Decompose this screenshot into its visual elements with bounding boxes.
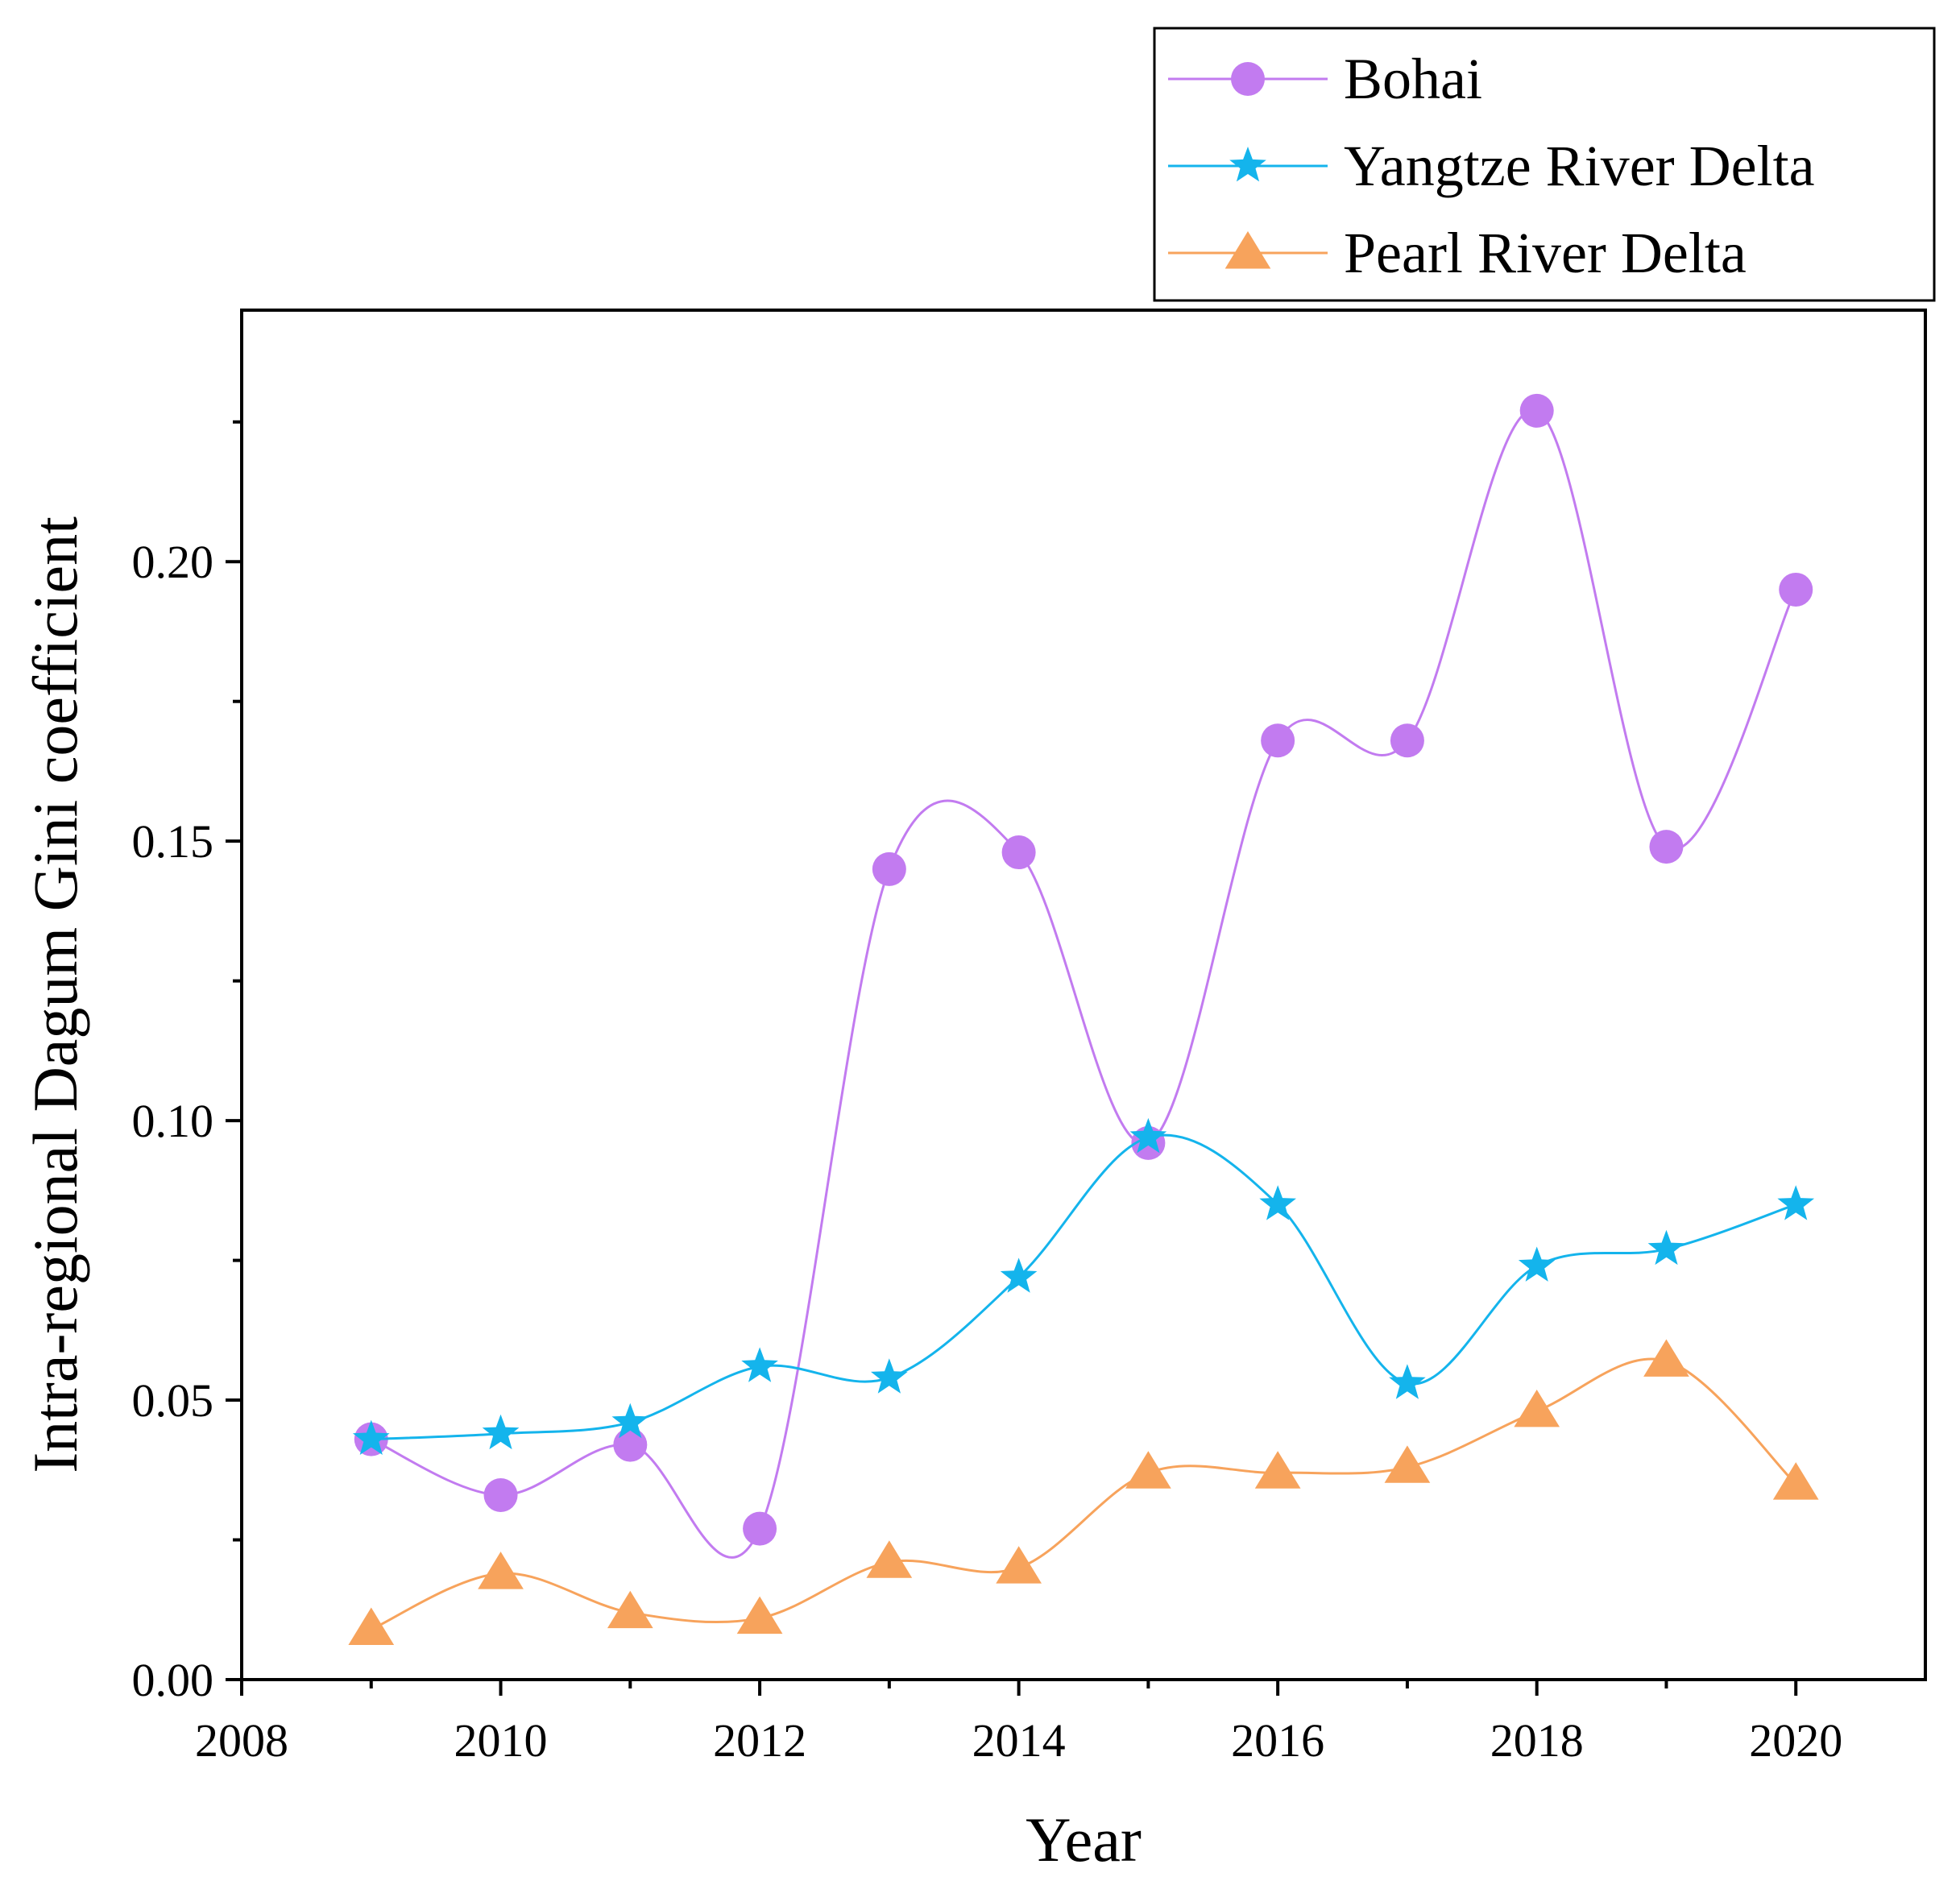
series-yangtze-river-delta [352,1117,1815,1455]
data-point-yangtze-river-delta [871,1358,908,1394]
legend-marker [1224,231,1271,269]
series-line-pearl-river-delta [371,1357,1797,1630]
data-point-yangtze-river-delta [1259,1185,1296,1220]
data-point-pearl-river-delta [607,1590,653,1629]
y-tick-label: 0.05 [132,1374,214,1427]
data-point-pearl-river-delta [1384,1445,1431,1483]
data-point-bohai [613,1427,648,1462]
data-point-bohai [1779,572,1813,607]
data-point-yangtze-river-delta [482,1414,520,1450]
data-point-bohai [1261,723,1295,758]
y-tick-label: 0.00 [132,1654,214,1706]
series-bohai [354,393,1813,1559]
data-point-bohai [1519,393,1554,428]
series-line-yangtze-river-delta [371,1133,1796,1441]
series-pearl-river-delta [348,1339,1819,1645]
x-tick-label: 2010 [454,1714,548,1767]
ticks-layer: 2008 2010 2012 2014 2016 2018 2020 0.00 0.05 0.10… [132,420,1842,1767]
data-point-yangtze-river-delta [611,1402,649,1439]
y-tick-label: 0.15 [132,815,214,868]
x-axis-title: Year [1026,1804,1142,1875]
legend-item-yangtze-river-delta: Yangtze River Delta [1168,134,1815,198]
y-tick-label: 0.10 [132,1095,214,1147]
data-point-yangtze-river-delta [1389,1364,1426,1399]
data-point-pearl-river-delta [1643,1339,1689,1377]
data-point-pearl-river-delta [348,1607,395,1645]
data-point-yangtze-river-delta [1000,1257,1038,1293]
legend-label: Yangtze River Delta [1344,134,1815,198]
data-point-bohai [483,1478,518,1513]
legend-marker [1229,147,1266,182]
data-point-yangtze-river-delta [1777,1185,1815,1220]
x-tick-label: 2020 [1749,1714,1842,1767]
x-tick-label: 2014 [972,1714,1066,1767]
data-point-pearl-river-delta [1514,1389,1560,1427]
data-point-bohai [872,851,906,886]
data-point-bohai [1001,835,1036,870]
plot-frame [240,309,1927,1681]
legend-entries: Bohai Yangtze River Delta Pearl River Delt… [1168,47,1815,285]
series-layer [348,393,1819,1645]
x-tick-label: 2018 [1490,1714,1584,1767]
legend-label: Bohai [1344,47,1482,111]
data-point-pearl-river-delta [1772,1462,1819,1500]
x-tick-label: 2008 [195,1714,288,1767]
data-point-yangtze-river-delta [1518,1246,1556,1282]
data-point-yangtze-river-delta [352,1419,390,1455]
legend-item-bohai: Bohai [1168,47,1482,111]
data-point-bohai [1649,830,1684,864]
legend-marker [1231,62,1265,96]
data-point-pearl-river-delta [1254,1451,1301,1489]
data-point-yangtze-river-delta [741,1347,778,1382]
legend-box [1153,27,1936,302]
data-point-pearl-river-delta [1125,1451,1171,1489]
data-point-pearl-river-delta [736,1596,783,1634]
data-point-pearl-river-delta [866,1540,913,1578]
y-axis-title: Intra-regional Dagum Gini coefficient [20,516,90,1473]
data-point-pearl-river-delta [478,1552,524,1589]
x-tick-label: 2012 [713,1714,806,1767]
legend-item-pearl-river-delta: Pearl River Delta [1168,221,1747,285]
x-tick-label: 2016 [1231,1714,1324,1767]
legend: Bohai Yangtze River Delta Pearl River Delt… [1153,27,1936,302]
y-tick-label: 0.20 [132,536,214,588]
data-point-bohai [743,1511,777,1546]
data-point-pearl-river-delta [996,1546,1042,1584]
data-point-yangtze-river-delta [1129,1117,1167,1154]
data-point-yangtze-river-delta [1647,1229,1685,1266]
series-line-bohai [371,408,1797,1559]
data-point-bohai [1390,723,1424,758]
legend-label: Pearl River Delta [1344,221,1747,285]
